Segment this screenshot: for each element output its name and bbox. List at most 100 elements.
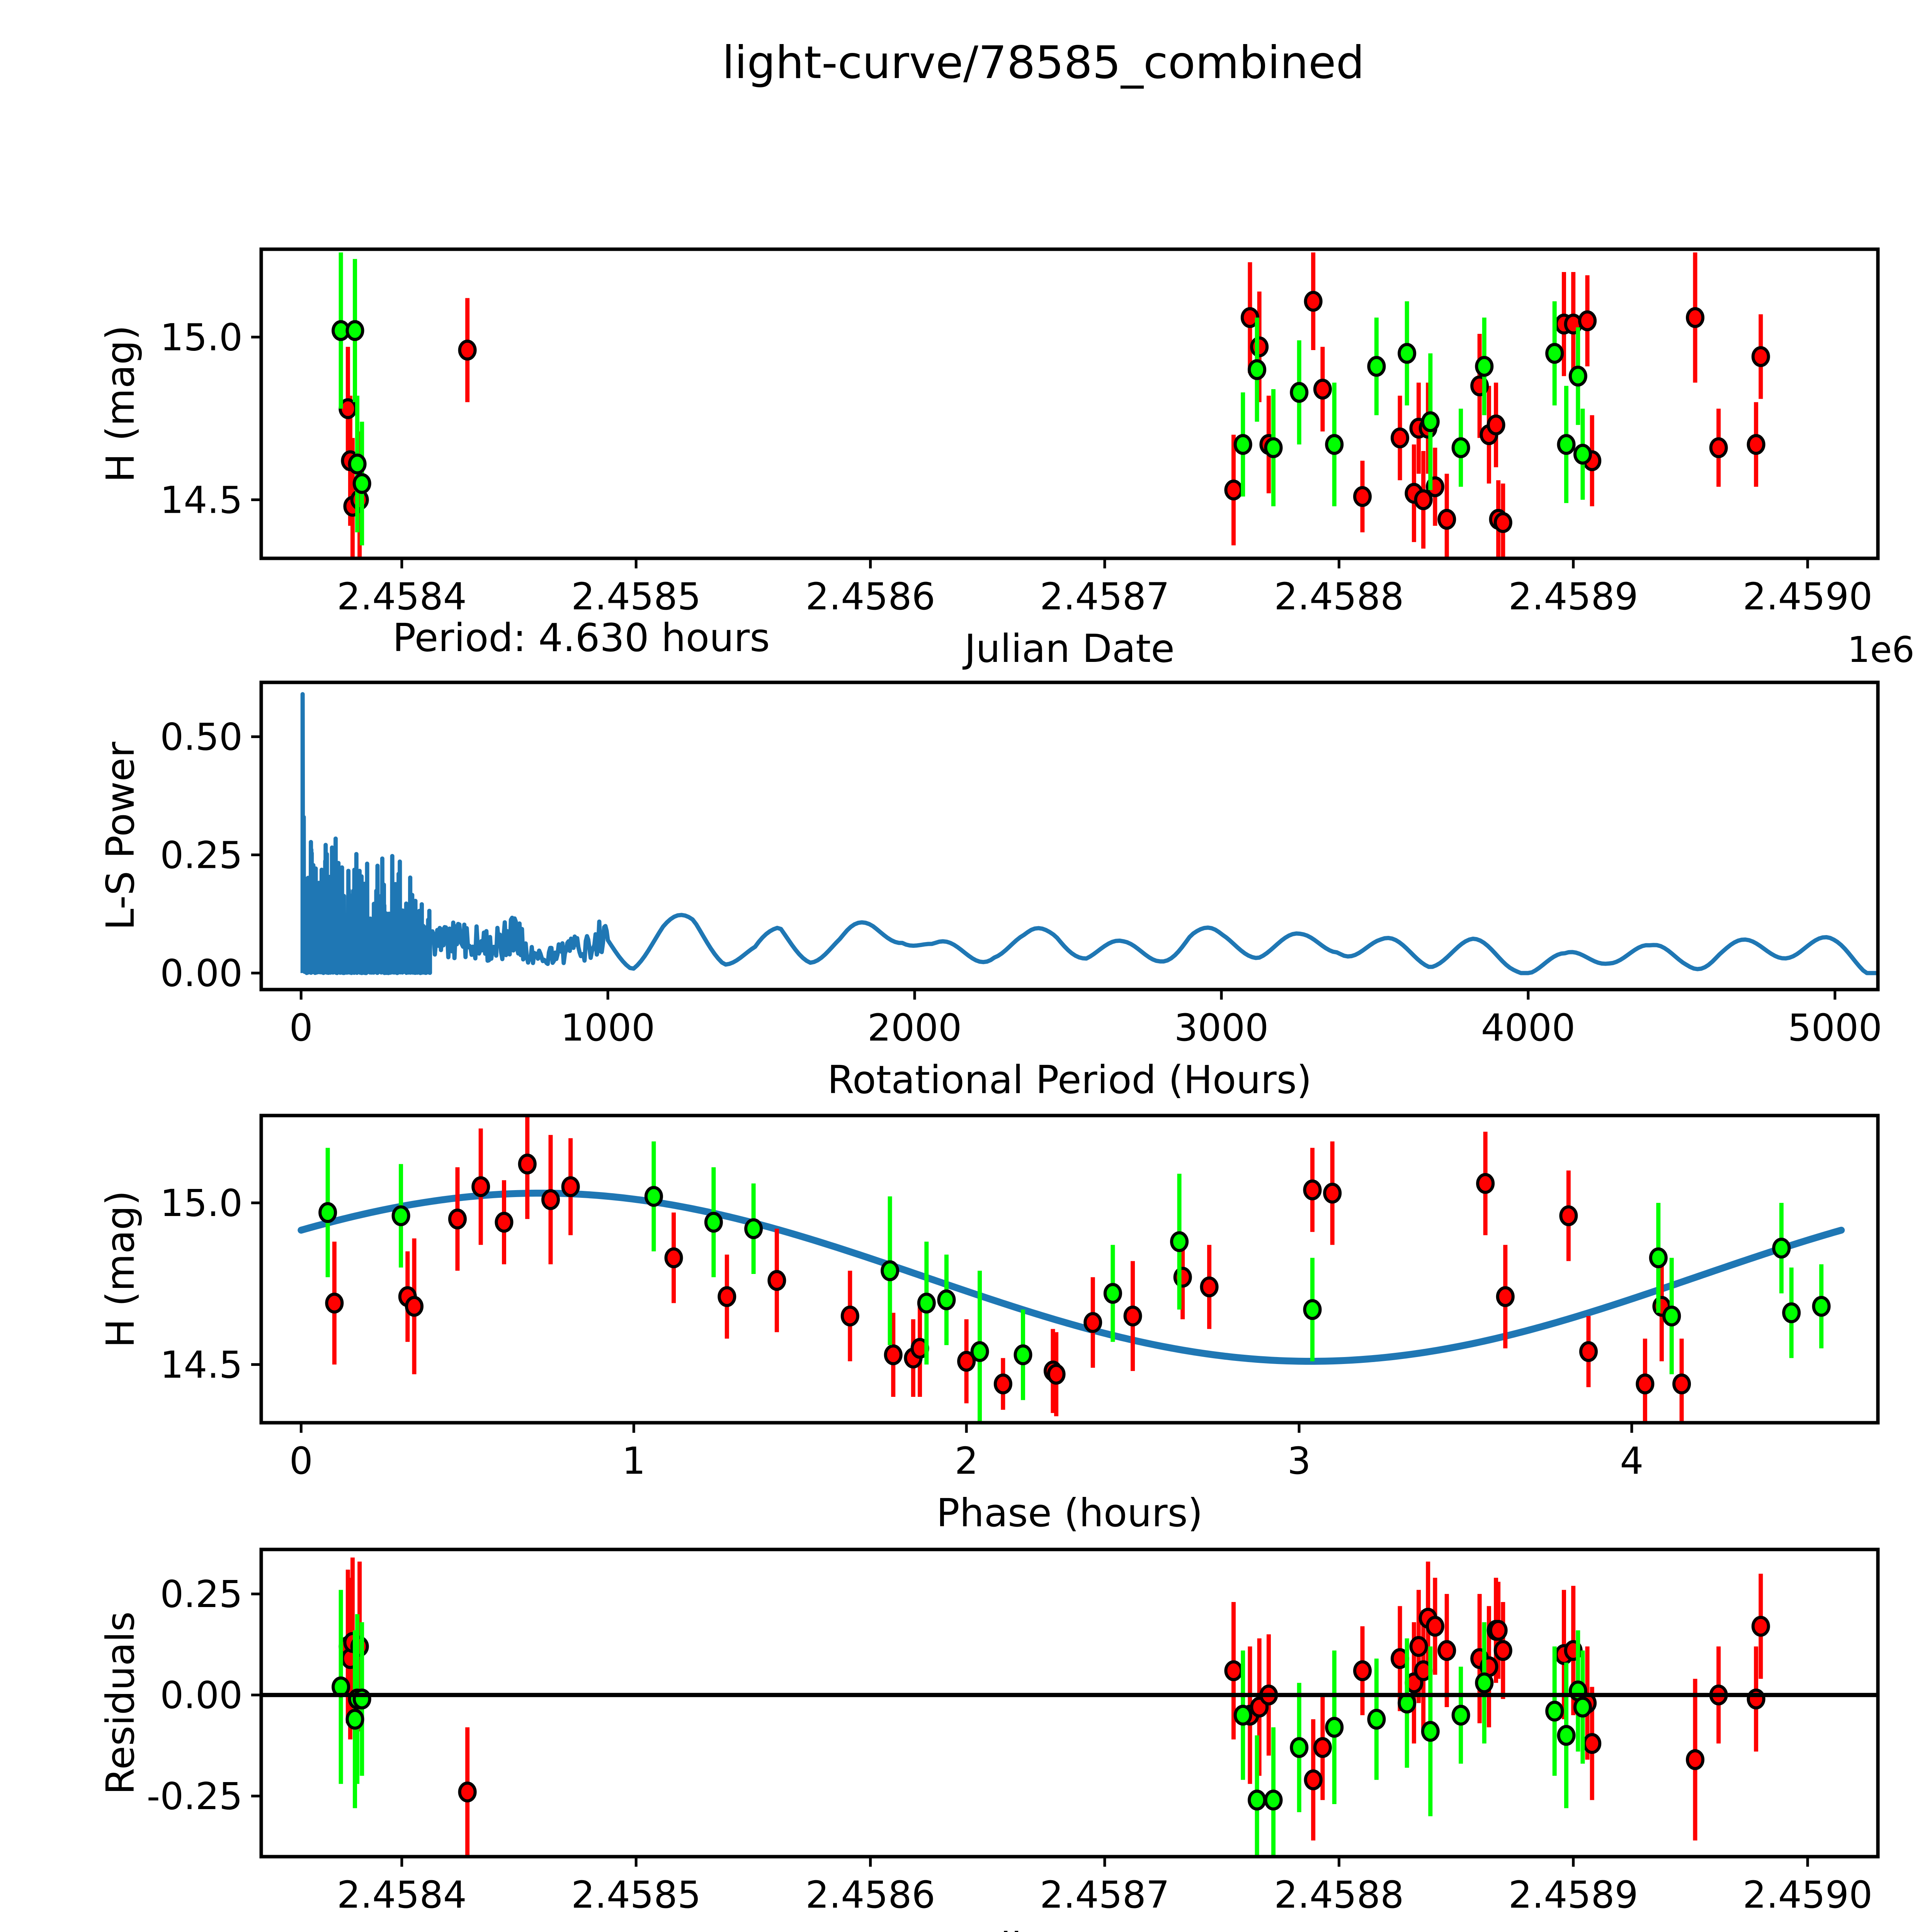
data-point	[1200, 1276, 1219, 1298]
axes-frame	[259, 247, 1880, 560]
y-axis-label: H (mag)	[98, 325, 143, 482]
data-point	[1583, 1733, 1602, 1754]
data-point	[1493, 512, 1512, 533]
data-point	[1290, 382, 1309, 403]
data-point	[1303, 1179, 1322, 1201]
data-point	[1475, 356, 1494, 377]
data-point	[1476, 1173, 1495, 1194]
data-point	[1421, 1721, 1440, 1742]
x-tick-label: 0	[289, 1006, 313, 1049]
data-point	[1414, 489, 1433, 510]
data-point	[1250, 336, 1269, 357]
x-tick-label: 4000	[1481, 1006, 1575, 1049]
x-axis-label: Rotational Period (Hours)	[827, 1057, 1312, 1102]
data-point	[1313, 1737, 1332, 1758]
y-axis-label: H (mag)	[98, 1190, 143, 1348]
sinusoid-fit-curve	[298, 1189, 1845, 1365]
data-point	[1367, 1709, 1386, 1730]
data-point	[1303, 1299, 1322, 1320]
data-point	[767, 1270, 786, 1291]
data-point	[1083, 1312, 1102, 1333]
data-point	[1686, 307, 1705, 328]
data-point	[1573, 444, 1592, 465]
data-point	[1264, 1789, 1283, 1811]
x-axis-offset-text: 1e6	[1847, 1927, 1915, 1932]
x-tick-label: 2.4586	[806, 575, 935, 618]
data-point	[840, 1305, 859, 1327]
data-point	[1686, 1749, 1705, 1770]
data-point	[1751, 346, 1770, 367]
data-point	[970, 1341, 989, 1362]
data-point	[318, 1202, 337, 1223]
x-tick-label: 2.4585	[571, 575, 701, 618]
data-point	[1325, 1717, 1344, 1738]
data-point	[1313, 379, 1332, 400]
data-point	[1323, 1182, 1342, 1204]
data-point	[391, 1205, 410, 1226]
data-point	[1559, 1205, 1578, 1226]
data-point	[937, 1289, 956, 1310]
data-point	[1573, 1696, 1592, 1718]
x-axis-label: Julian Date	[962, 1924, 1175, 1932]
data-point	[1047, 1364, 1066, 1385]
x-axis-label: Julian Date	[962, 626, 1175, 671]
data-point	[1103, 1283, 1122, 1304]
data-point	[1264, 437, 1283, 458]
data-point	[1325, 434, 1344, 455]
data-point	[1545, 1701, 1564, 1722]
panel-phase-folded: 0 1 2 3 4 15.0 14.5 Phase (hours) H (mag)	[98, 1114, 1880, 1536]
y-axis-label: L-S Power	[98, 742, 143, 930]
data-point	[1568, 366, 1587, 387]
data-point	[1248, 359, 1267, 380]
data-point	[644, 1186, 663, 1207]
data-point	[1425, 1616, 1444, 1637]
data-point	[345, 1709, 364, 1730]
data-point	[325, 1293, 344, 1314]
y-axis-label: Residuals	[98, 1611, 143, 1794]
x-tick-label: 2.4588	[1274, 575, 1404, 618]
data-point	[1489, 1620, 1508, 1641]
data-point	[1304, 291, 1323, 312]
x-tick-label: 2000	[867, 1006, 962, 1049]
data-point	[881, 1260, 900, 1281]
data-point	[1437, 509, 1456, 530]
data-point	[1475, 1672, 1494, 1694]
data-point	[448, 1208, 467, 1230]
y-tick-label: 0.00	[160, 952, 243, 995]
data-point	[518, 1153, 537, 1175]
data-point	[1353, 1660, 1372, 1681]
x-tick-label: 2.4587	[1040, 1873, 1170, 1917]
x-tick-label: 1	[622, 1439, 646, 1483]
data-point	[1224, 480, 1243, 501]
data-point	[1248, 1789, 1267, 1811]
panel-residuals: 2.4584 2.4585 2.4586 2.4587 2.4588 2.4589 2.45…	[98, 1548, 1915, 1932]
axes-frame	[259, 1548, 1880, 1859]
y-tick-label: 0.50	[160, 716, 243, 759]
x-tick-label: 3000	[1174, 1006, 1269, 1049]
data-point	[1782, 1302, 1801, 1323]
data-point	[664, 1247, 683, 1269]
data-point	[917, 1293, 936, 1314]
panel-lomb-scargle-periodogram: 0 1000 2000 3000 4000 5000 0.00 0.25 0.50 Rotatio…	[98, 680, 1882, 1102]
x-tick-label: 2.4589	[1509, 575, 1638, 618]
data-point	[1398, 343, 1417, 364]
data-point	[1772, 1238, 1791, 1259]
data-point	[1672, 1373, 1691, 1395]
x-tick-label: 2.4590	[1743, 575, 1872, 618]
axes-frame	[259, 1114, 1880, 1425]
x-tick-label: 2.4586	[806, 1873, 935, 1917]
y-tick-label: 15.0	[160, 1182, 243, 1225]
periodogram-trace	[300, 692, 1878, 975]
data-point	[471, 1176, 490, 1197]
x-tick-label: 2.4590	[1743, 1873, 1872, 1917]
x-tick-label: 4	[1620, 1439, 1643, 1483]
x-tick-label: 2	[955, 1439, 978, 1483]
data-point	[1451, 1704, 1470, 1726]
data-point	[1812, 1296, 1831, 1317]
data-point	[704, 1212, 723, 1233]
data-point	[1390, 427, 1409, 449]
x-tick-label: 5000	[1788, 1006, 1882, 1049]
data-point	[1578, 310, 1597, 332]
data-point	[1123, 1305, 1142, 1327]
data-point	[541, 1189, 560, 1210]
